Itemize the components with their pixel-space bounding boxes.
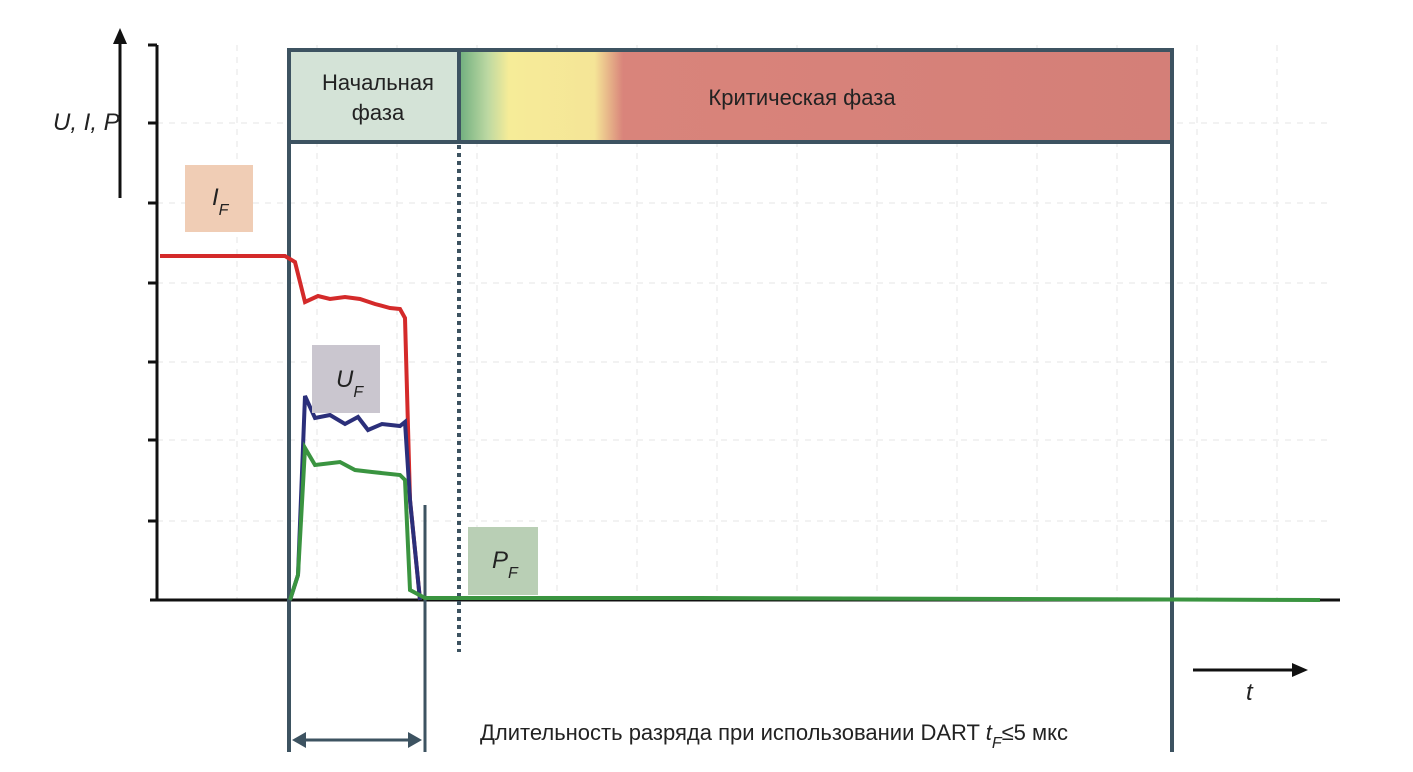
current-curve <box>160 254 422 601</box>
arrow-left <box>292 732 306 748</box>
initial-phase-title: Начальная фаза <box>322 70 434 125</box>
frame <box>287 48 1174 752</box>
y-axis-label: U, I, P <box>53 109 120 136</box>
critical-phase-title: Критическая фаза <box>708 85 896 110</box>
uf-label-box <box>312 345 380 413</box>
critical-phase-box <box>459 50 1172 142</box>
power-curve <box>288 441 1321 602</box>
initial-phase-box <box>289 50 459 142</box>
t-arrow-head <box>1292 663 1308 677</box>
x-axis-label: t <box>1246 679 1254 706</box>
pf-label: PF <box>492 547 519 582</box>
arrow-right <box>408 732 422 748</box>
if-label: IF <box>212 184 230 219</box>
if-label-box <box>185 165 253 232</box>
pf-label-box <box>468 527 538 595</box>
caption: Длительность разряда при использовании D… <box>480 720 1068 752</box>
uf-label: UF <box>336 366 364 401</box>
y-arrow-head <box>113 28 127 44</box>
voltage-curve <box>288 395 422 601</box>
